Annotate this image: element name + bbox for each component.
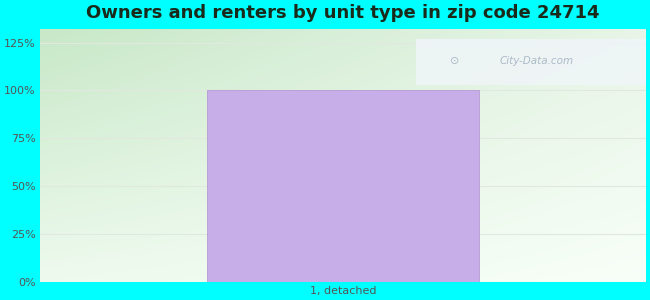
Title: Owners and renters by unit type in zip code 24714: Owners and renters by unit type in zip c… (86, 4, 600, 22)
Text: City-Data.com: City-Data.com (500, 56, 574, 66)
Text: ⊙: ⊙ (450, 56, 460, 66)
Bar (415, 39, 646, 85)
Bar (207, 91, 479, 282)
